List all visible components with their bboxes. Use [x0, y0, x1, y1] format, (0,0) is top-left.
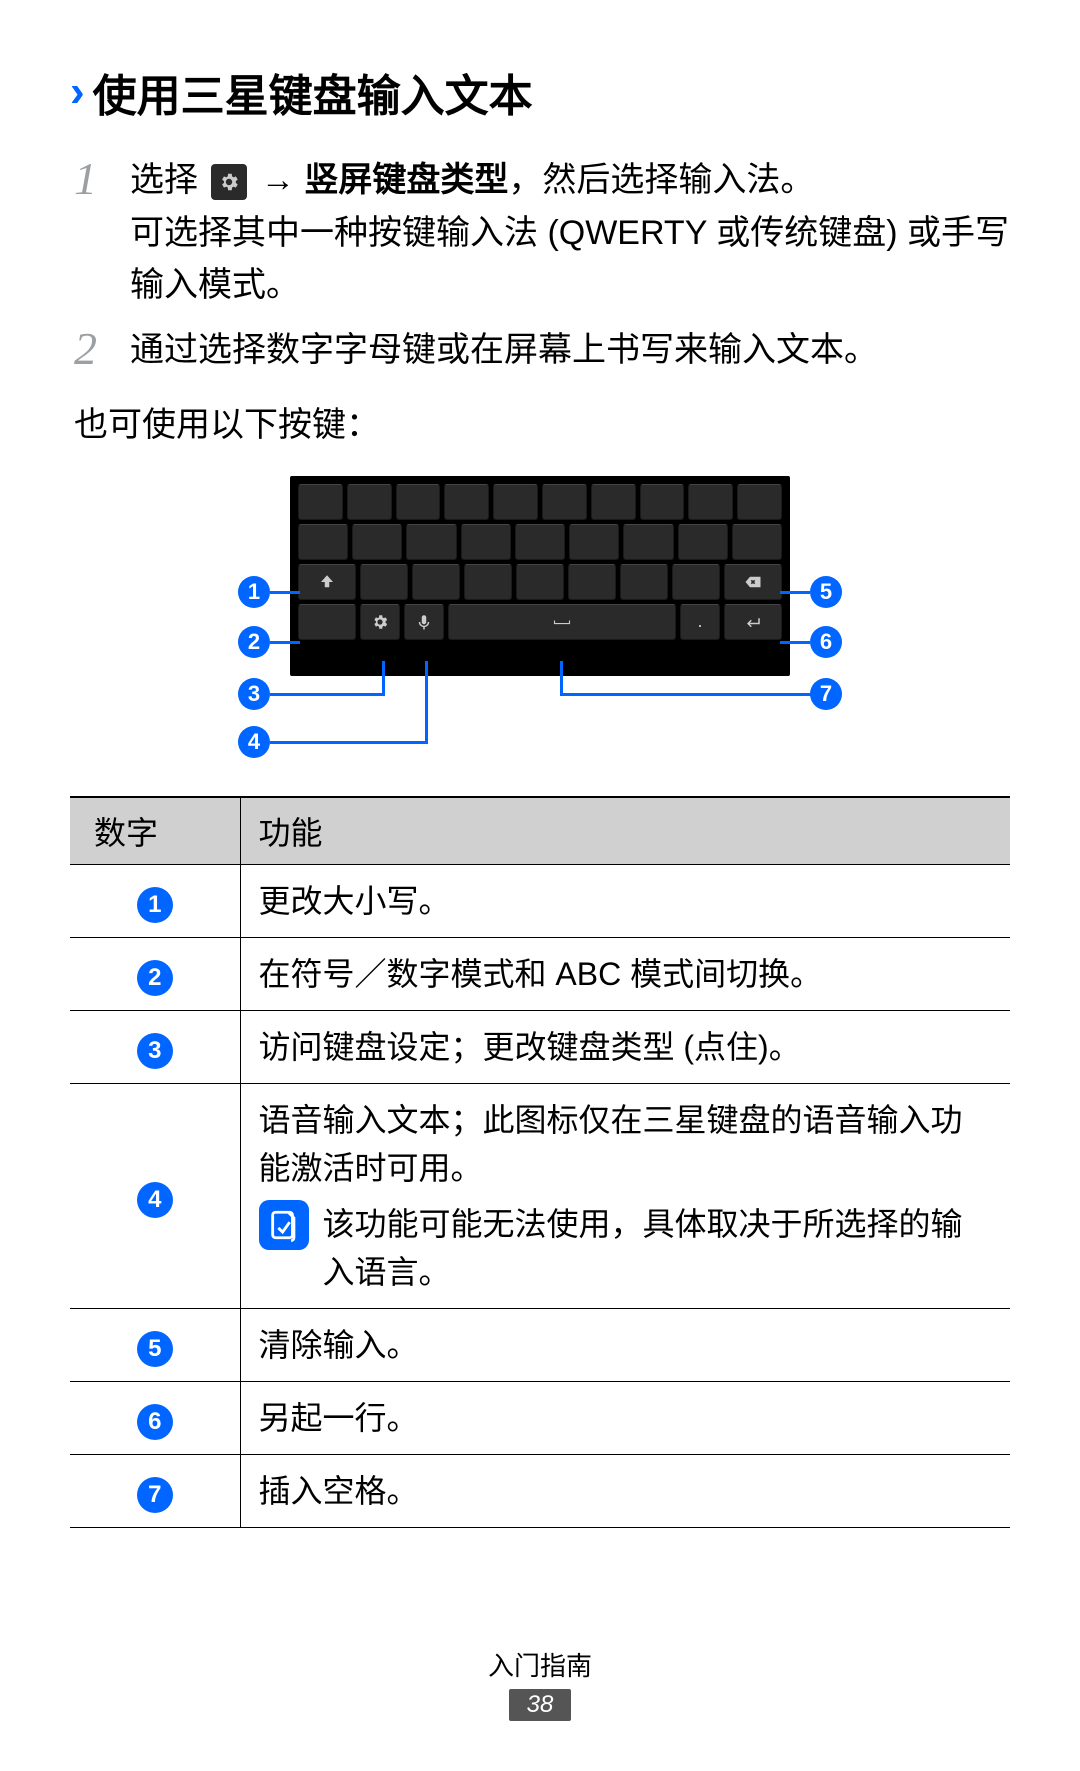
callout-badge: 5 — [137, 1331, 173, 1367]
callout-badge: 4 — [137, 1182, 173, 1218]
callout-badge: 7 — [137, 1477, 173, 1513]
footer-section: 入门指南 — [0, 1646, 1080, 1683]
callout-4: 4 — [238, 726, 270, 758]
note-icon — [259, 1200, 309, 1250]
callout-badge: 2 — [137, 960, 173, 996]
step-number: 2 — [74, 324, 130, 377]
step-body: 通过选择数字字母键或在屏幕上书写来输入文本。 — [130, 324, 1010, 377]
step1-text-c: 可选择其中一种按键输入法 (QWERTY 或传统键盘) 或手写输入模式。 — [130, 214, 1009, 305]
table-row: 6 另起一行。 — [70, 1381, 1010, 1454]
keyboard-diagram: . 1 2 3 4 5 6 7 — [70, 476, 1010, 756]
callout-2: 2 — [238, 626, 270, 658]
table-row: 1 更改大小写。 — [70, 864, 1010, 937]
footer-page-number: 38 — [509, 1689, 572, 1721]
callout-1: 1 — [238, 576, 270, 608]
space-key — [448, 604, 676, 640]
table-row: 7 插入空格。 — [70, 1454, 1010, 1527]
step1-text-a: 选择 — [130, 161, 207, 199]
gear-icon — [211, 164, 247, 200]
period-key: . — [680, 604, 720, 640]
table-row: 4 语音输入文本；此图标仅在三星键盘的语音输入功能激活时可用。 该功能可能无法使… — [70, 1083, 1010, 1308]
callout-7: 7 — [810, 678, 842, 710]
page-footer: 入门指南 38 — [0, 1646, 1080, 1721]
func-desc: 另起一行。 — [240, 1381, 1010, 1454]
table-row: 3 访问键盘设定；更改键盘类型 (点住)。 — [70, 1010, 1010, 1083]
function-table: 数字 功能 1 更改大小写。 2 在符号／数字模式和 ABC 模式间切换。 3 … — [70, 796, 1010, 1528]
symbol-key — [298, 604, 356, 640]
step1-text-b: ，然后选择输入法。 — [508, 161, 814, 199]
settings-key — [360, 604, 400, 640]
section-heading: › 使用三星键盘输入文本 — [70, 60, 1010, 124]
callout-badge: 3 — [137, 1033, 173, 1069]
callout-badge: 1 — [137, 887, 173, 923]
func-desc: 更改大小写。 — [240, 864, 1010, 937]
chevron-icon: › — [70, 67, 85, 117]
step1-bold: 竖屏键盘类型 — [304, 161, 508, 199]
func-desc: 语音输入文本；此图标仅在三星键盘的语音输入功能激活时可用。 该功能可能无法使用，… — [240, 1083, 1010, 1308]
func-desc: 在符号／数字模式和 ABC 模式间切换。 — [240, 937, 1010, 1010]
table-header-function: 功能 — [240, 797, 1010, 865]
also-text: 也可使用以下按键： — [70, 397, 1010, 446]
heading-text: 使用三星键盘输入文本 — [93, 60, 533, 124]
func-desc: 访问键盘设定；更改键盘类型 (点住)。 — [240, 1010, 1010, 1083]
table-row: 2 在符号／数字模式和 ABC 模式间切换。 — [70, 937, 1010, 1010]
shift-key — [298, 564, 356, 600]
table-header-number: 数字 — [70, 797, 240, 865]
backspace-key — [724, 564, 782, 600]
page-content: › 使用三星键盘输入文本 1 选择 → 竖屏键盘类型，然后选择输入法。 可选择其… — [0, 0, 1080, 1528]
keyboard-image: . — [290, 476, 790, 676]
step1-arrow: → — [251, 161, 304, 199]
func-desc: 插入空格。 — [240, 1454, 1010, 1527]
callout-badge: 6 — [137, 1404, 173, 1440]
enter-key — [724, 604, 782, 640]
callout-6: 6 — [810, 626, 842, 658]
mic-key — [404, 604, 444, 640]
step-2: 2 通过选择数字字母键或在屏幕上书写来输入文本。 — [70, 324, 1010, 377]
func-desc: 清除输入。 — [240, 1308, 1010, 1381]
table-row: 5 清除输入。 — [70, 1308, 1010, 1381]
callout-3: 3 — [238, 678, 270, 710]
step-1: 1 选择 → 竖屏键盘类型，然后选择输入法。 可选择其中一种按键输入法 (QWE… — [70, 154, 1010, 312]
callout-5: 5 — [810, 576, 842, 608]
step-number: 1 — [74, 154, 130, 312]
step-body: 选择 → 竖屏键盘类型，然后选择输入法。 可选择其中一种按键输入法 (QWERT… — [130, 154, 1010, 312]
